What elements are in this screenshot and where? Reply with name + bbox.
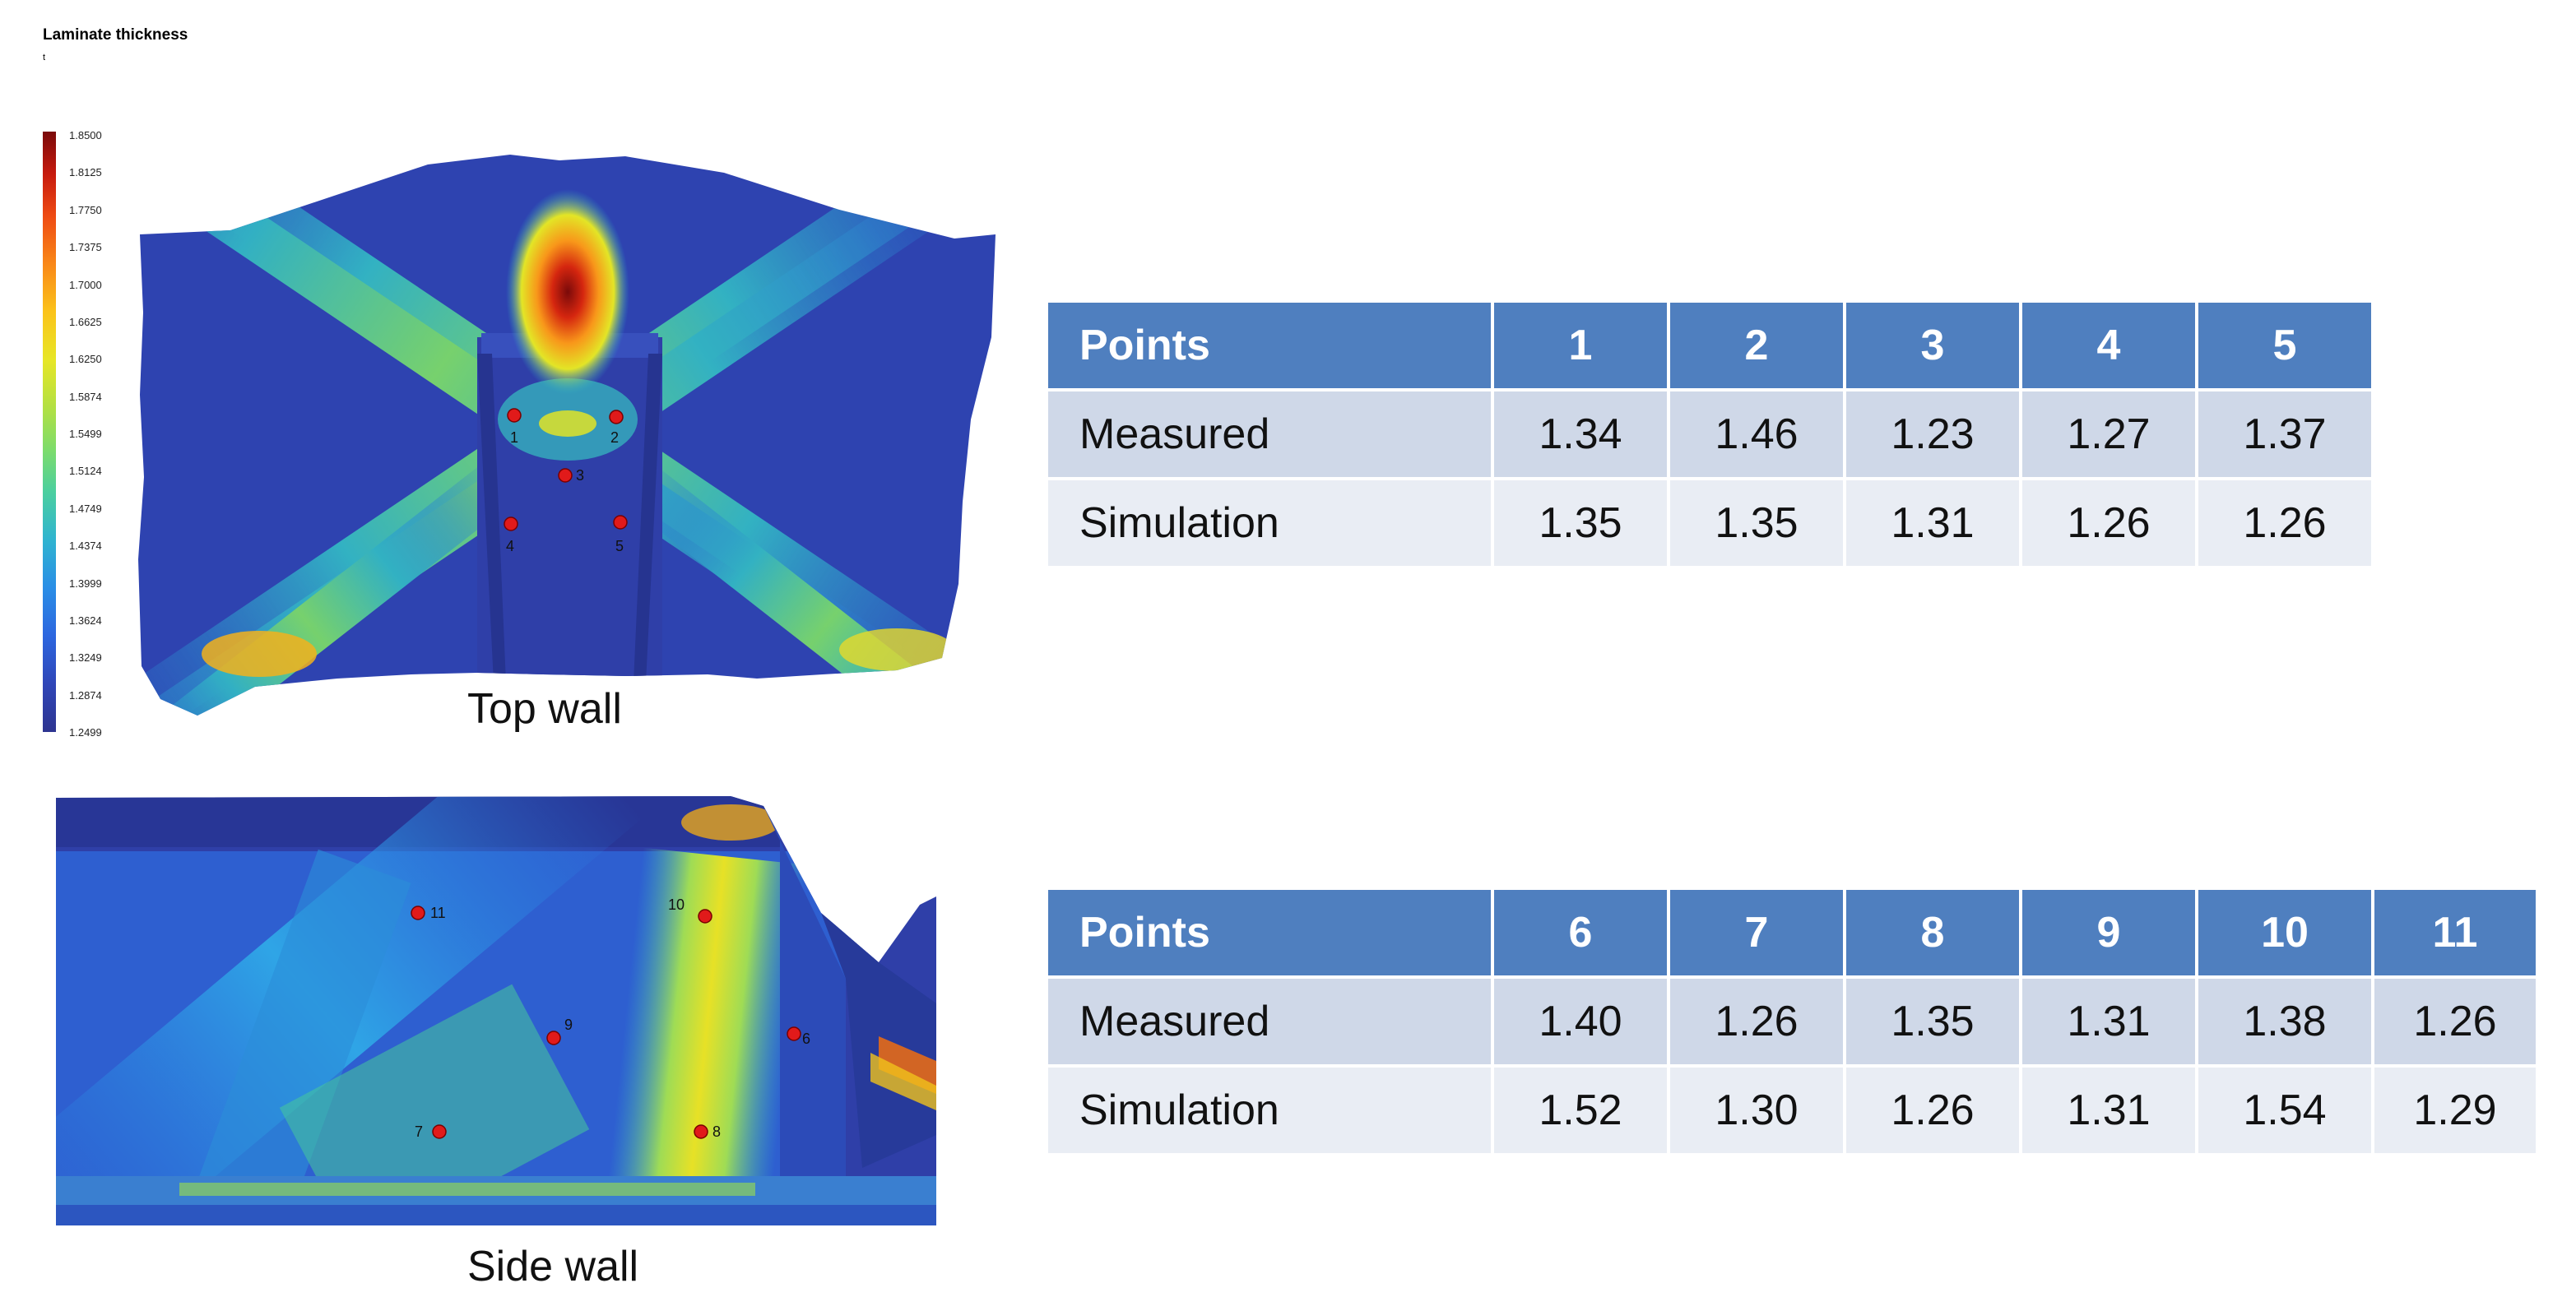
top-wall-caption: Top wall — [467, 685, 622, 733]
table-cell: 1.26 — [2374, 979, 2536, 1064]
marker-label-4: 4 — [506, 538, 514, 554]
legend-tick-label: 1.4749 — [69, 502, 102, 515]
marker-label-10: 10 — [668, 896, 685, 913]
marker-point-4 — [504, 517, 518, 531]
marker-label-5: 5 — [615, 538, 624, 554]
row-label: Measured — [1048, 979, 1491, 1064]
table-cell: 1.26 — [1846, 1068, 2019, 1153]
table-cell: 1.31 — [1846, 480, 2019, 566]
table-cell: 1.34 — [1494, 391, 1667, 477]
table-cell: 1.37 — [2198, 391, 2371, 477]
marker-label-8: 8 — [712, 1123, 721, 1140]
table-cell: 1.46 — [1670, 391, 1843, 477]
table-row-simulation: Simulation 1.35 1.35 1.31 1.26 1.26 — [1048, 480, 2371, 566]
table-cell: 1.30 — [1670, 1068, 1843, 1153]
table-header-cell: 6 — [1494, 890, 1667, 975]
side-wall-table: Points 6 7 8 9 10 11 Measured 1.40 1.26 … — [1045, 887, 2539, 1156]
legend-tick-label: 1.6625 — [69, 315, 102, 328]
table-header-cell: Points — [1048, 303, 1491, 388]
legend-tick-label: 1.4374 — [69, 540, 102, 553]
marker-point-11 — [411, 906, 425, 920]
top-wall-contour-plot: 1 2 3 4 5 — [138, 155, 996, 716]
legend-tick-label: 1.2874 — [69, 688, 102, 702]
legend-tick-label: 1.3249 — [69, 651, 102, 665]
table-header-cell: Points — [1048, 890, 1491, 975]
legend-colorbar — [43, 132, 56, 732]
table-cell: 1.31 — [2022, 979, 2195, 1064]
table-cell: 1.35 — [1846, 979, 2019, 1064]
marker-label-1: 1 — [510, 429, 518, 446]
marker-point-5 — [613, 515, 628, 530]
side-wall-caption: Side wall — [467, 1243, 639, 1290]
legend-tick-label: 1.7375 — [69, 241, 102, 254]
marker-point-2 — [609, 410, 624, 424]
legend-tick-label: 1.7750 — [69, 203, 102, 216]
top-wall-markers: 1 2 3 4 5 — [504, 408, 628, 554]
table-header-cell: 1 — [1494, 303, 1667, 388]
side-wall-markers: 11 10 9 6 7 8 — [411, 896, 810, 1140]
legend-tick-label: 1.8125 — [69, 166, 102, 179]
table-cell: 1.26 — [2022, 480, 2195, 566]
table-row-measured: Measured 1.34 1.46 1.23 1.27 1.37 — [1048, 391, 2371, 477]
table-cell: 1.31 — [2022, 1068, 2195, 1153]
table-header-cell: 8 — [1846, 890, 2019, 975]
marker-label-7: 7 — [415, 1123, 423, 1140]
table-cell: 1.52 — [1494, 1068, 1667, 1153]
marker-point-7 — [432, 1124, 447, 1139]
table-header-cell: 3 — [1846, 303, 2019, 388]
marker-point-3 — [558, 468, 573, 483]
table-header-cell: 11 — [2374, 890, 2536, 975]
legend-title: Laminate thickness — [43, 26, 188, 44]
legend-tick-label: 1.5499 — [69, 428, 102, 440]
table-cell: 1.54 — [2198, 1068, 2371, 1153]
table-header-cell: 9 — [2022, 890, 2195, 975]
legend-tick-label: 1.3999 — [69, 577, 102, 590]
table-header-cell: 10 — [2198, 890, 2371, 975]
table-cell: 1.35 — [1494, 480, 1667, 566]
table-header-cell: 2 — [1670, 303, 1843, 388]
legend-unit: t — [43, 53, 46, 63]
table-row-simulation: Simulation 1.52 1.30 1.26 1.31 1.54 1.29 — [1048, 1068, 2536, 1153]
row-label: Measured — [1048, 391, 1491, 477]
legend-tick-label: 1.7000 — [69, 278, 102, 291]
legend-tick-label: 1.5874 — [69, 390, 102, 403]
marker-point-9 — [546, 1031, 561, 1045]
marker-label-6: 6 — [802, 1031, 810, 1047]
marker-point-6 — [787, 1026, 801, 1041]
table-cell: 1.38 — [2198, 979, 2371, 1064]
table-cell: 1.27 — [2022, 391, 2195, 477]
marker-point-1 — [507, 408, 522, 423]
legend-tick-label: 1.8500 — [69, 129, 102, 141]
top-wall-table: Points 1 2 3 4 5 Measured 1.34 1.46 1.23… — [1045, 299, 2374, 569]
table-cell: 1.40 — [1494, 979, 1667, 1064]
legend-tick-label: 1.5124 — [69, 465, 102, 478]
table-header-row: Points 1 2 3 4 5 — [1048, 303, 2371, 388]
table-header-cell: 4 — [2022, 303, 2195, 388]
table-cell: 1.35 — [1670, 480, 1843, 566]
marker-point-10 — [698, 909, 712, 924]
table-cell: 1.26 — [1670, 979, 1843, 1064]
marker-label-9: 9 — [564, 1017, 573, 1033]
table-header-row: Points 6 7 8 9 10 11 — [1048, 890, 2536, 975]
row-label: Simulation — [1048, 1068, 1491, 1153]
marker-point-8 — [694, 1124, 708, 1139]
marker-label-2: 2 — [610, 429, 619, 446]
table-cell: 1.26 — [2198, 480, 2371, 566]
legend-tick-label: 1.6250 — [69, 353, 102, 366]
table-cell: 1.29 — [2374, 1068, 2536, 1153]
legend-tick-label: 1.2499 — [69, 726, 102, 739]
row-label: Simulation — [1048, 480, 1491, 566]
table-header-cell: 7 — [1670, 890, 1843, 975]
side-wall-contour-plot: 11 10 9 6 7 8 — [56, 796, 936, 1225]
legend-tick-label: 1.3624 — [69, 614, 102, 627]
table-row-measured: Measured 1.40 1.26 1.35 1.31 1.38 1.26 — [1048, 979, 2536, 1064]
marker-label-3: 3 — [576, 467, 584, 484]
marker-label-11: 11 — [430, 905, 446, 921]
table-cell: 1.23 — [1846, 391, 2019, 477]
table-header-cell: 5 — [2198, 303, 2371, 388]
